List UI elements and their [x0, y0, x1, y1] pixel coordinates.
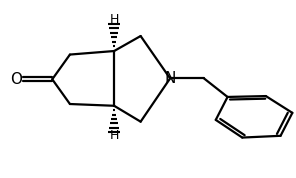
Text: N: N [164, 71, 176, 86]
Text: H: H [110, 129, 119, 142]
Text: H: H [110, 13, 119, 26]
Text: O: O [10, 72, 22, 87]
